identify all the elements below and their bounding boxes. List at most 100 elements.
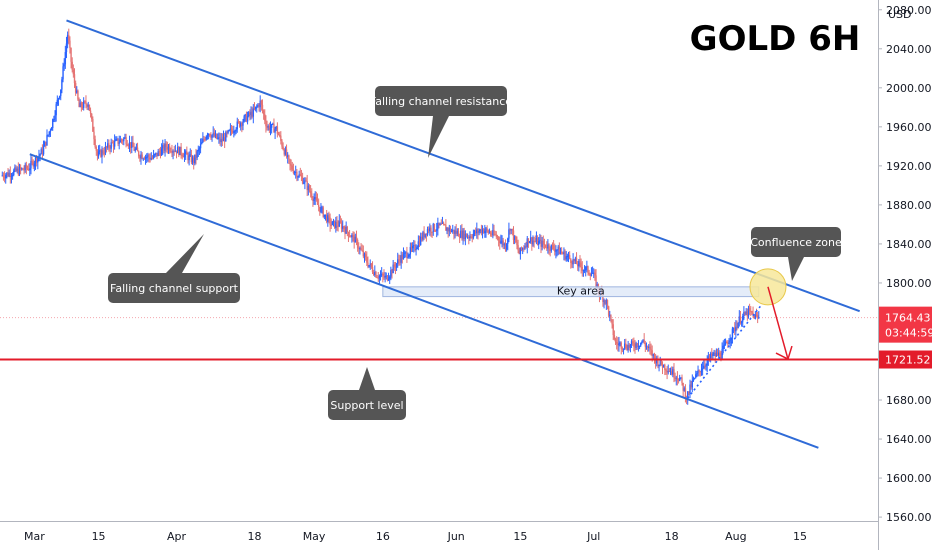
candle-body [370,263,373,268]
candle-body [146,156,148,158]
candle-body [580,262,582,268]
candle-body [645,346,648,348]
candle-body [314,197,316,199]
support-callout-text: Falling channel support [110,282,239,295]
candle-body [447,228,449,232]
candle-body [240,123,242,127]
candle-body [202,138,204,143]
candle-body [23,169,25,171]
candle-body [107,143,109,148]
candle-body [283,149,285,155]
candle-body [355,236,358,240]
candle-body [72,69,75,75]
candle-body [174,150,177,152]
candle-body [234,131,236,133]
candle-body [534,241,536,243]
candle-body [337,225,339,227]
candle-body [96,150,99,157]
candle-body [34,157,37,164]
candle-body [501,240,503,242]
candle-body [415,248,417,250]
candle-body [139,156,141,159]
candle-body [625,343,627,349]
candle-body [380,273,383,276]
candle-body [129,142,132,148]
candle-body [2,175,5,178]
candle-body [53,119,55,121]
candle-body [696,373,698,375]
candle-body [413,244,415,246]
candle-body [690,384,692,388]
candle-body [372,272,375,275]
candle-body [210,136,212,138]
candle-body [256,106,258,108]
candle-body [604,300,606,304]
candle-body [754,314,757,319]
candle-body [298,174,300,177]
candle-body [755,314,758,316]
candle-body [566,256,569,258]
candle-body [144,156,147,160]
candle-body [268,126,271,131]
candle-body [245,114,248,122]
candle-body [547,244,549,249]
candle-body [581,267,583,271]
y-tick-label: 1840.00 [886,238,932,251]
candle-body [727,343,729,345]
candle-body [416,247,418,249]
candle-body [220,139,222,142]
candle-body [141,154,143,159]
candle-body [290,164,292,166]
candle-body [228,130,230,132]
candle-body [311,193,313,198]
candle-body [371,267,374,273]
candle-body [254,106,257,110]
candle-body [171,151,173,153]
candle-body [452,229,454,231]
candle-body [257,105,259,107]
candle-body [576,264,579,267]
candle-body [747,308,750,317]
candle-body [596,283,598,287]
candle-body [304,180,306,183]
candle-body [165,143,167,148]
candle-body [559,251,562,255]
candle-body [474,230,477,234]
y-tick-label: 2040.00 [886,43,932,56]
candle-body [709,353,712,359]
candle-body [615,342,618,344]
candle-body [73,74,76,84]
candle-body [541,240,543,247]
candle-body [31,160,33,162]
candle-body [409,246,412,255]
candle-body [187,154,189,161]
candle-body [424,233,426,238]
candle-body [76,90,78,93]
candle-body [8,172,10,176]
candle-body [352,235,354,237]
candle-body [296,171,298,178]
candle-body [297,176,299,178]
candle-body [71,61,73,70]
candle-body [61,79,63,90]
candle-body [587,266,589,273]
candle-body [666,370,668,373]
candle-body [573,259,575,262]
candle-body [704,365,706,367]
y-axis-unit-label: USD [888,8,912,21]
candle-body [119,139,122,143]
candle-body [266,126,268,128]
candle-body [260,100,263,105]
x-tick-label: 15 [513,530,527,543]
candle-body [243,116,245,122]
candle-body [515,236,517,243]
candle-body [423,232,425,238]
candle-body [319,206,321,212]
candle-body [445,225,447,231]
candle-body [486,228,488,231]
candle-body [42,146,45,155]
candle-body [149,157,151,160]
candle-body [354,236,357,243]
candle-body [233,131,235,133]
candle-body [521,248,524,250]
